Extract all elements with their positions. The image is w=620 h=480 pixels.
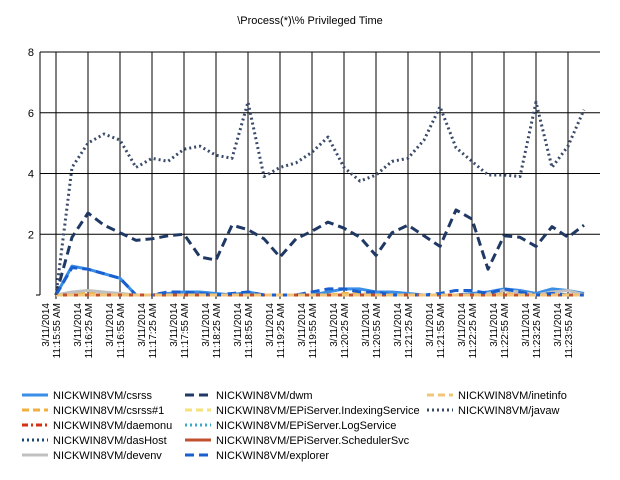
series-line-nickwin8vm-javaw	[54, 100, 586, 296]
legend-label: NICKWIN8VM/EPiServer.LogService	[216, 420, 396, 432]
legend: NICKWIN8VM/csrss NICKWIN8VM/csrss#1 NICKWI…	[22, 390, 567, 462]
x-tick-label: 3/11/201411:22:55 AM	[489, 303, 511, 359]
x-axis: 3/11/201411:15:55 AM 3/11/201411:16:25 AM…	[41, 303, 575, 359]
y-tick-label: 4	[28, 169, 34, 181]
legend-label: NICKWIN8VM/dwm	[216, 390, 313, 402]
chart-title: \Process(*)\% Privileged Time	[237, 15, 383, 27]
legend-label: NICKWIN8VM/csrss	[53, 390, 153, 402]
legend-label: NICKWIN8VM/dasHost	[53, 435, 167, 447]
x-tick-label: 3/11/201411:18:55 AM	[233, 303, 255, 359]
y-tick-label: 2	[28, 229, 34, 241]
legend-label: NICKWIN8VM/explorer	[216, 450, 329, 462]
legend-label: NICKWIN8VM/EPiServer.IndexingService	[216, 405, 420, 417]
y-tick-label: 8	[28, 47, 34, 59]
legend-label: NICKWIN8VM/daemonu	[53, 420, 172, 432]
x-tick-label: 3/11/201411:20:25 AM	[329, 303, 351, 359]
x-tick-label: 3/11/201411:19:55 AM	[297, 303, 319, 359]
legend-label: NICKWIN8VM/inetinfo	[458, 390, 567, 402]
grid	[40, 51, 600, 299]
legend-label: NICKWIN8VM/devenv	[53, 450, 162, 462]
x-tick-label: 3/11/201411:23:25 AM	[521, 303, 543, 359]
x-tick-label: 3/11/201411:20:55 AM	[361, 303, 383, 359]
legend-label: NICKWIN8VM/EPiServer.SchedulerSvc	[216, 435, 410, 447]
series-line-nickwin8vm-dwm	[54, 208, 585, 296]
y-axis: 2 4 6 8	[28, 47, 41, 296]
x-tick-label: 3/11/201411:15:55 AM	[41, 303, 63, 359]
y-tick-label: 6	[28, 108, 34, 120]
x-tick-label: 3/11/201411:17:55 AM	[169, 303, 191, 359]
legend-label: NICKWIN8VM/javaw	[458, 405, 560, 417]
x-tick-label: 3/11/201411:16:55 AM	[105, 303, 127, 359]
x-tick-label: 3/11/201411:22:25 AM	[457, 303, 479, 359]
x-tick-label: 3/11/201411:17:25 AM	[137, 303, 159, 359]
x-tick-label: 3/11/201411:21:55 AM	[425, 303, 447, 359]
x-tick-label: 3/11/201411:19:25 AM	[265, 303, 287, 359]
legend-label: NICKWIN8VM/csrss#1	[53, 405, 164, 417]
x-tick-label: 3/11/201411:21:25 AM	[393, 303, 415, 359]
x-tick-label: 3/11/201411:23:55 AM	[553, 303, 575, 359]
x-tick-label: 3/11/201411:18:25 AM	[201, 303, 223, 359]
x-tick-label: 3/11/201411:16:25 AM	[73, 303, 95, 359]
series-lines	[54, 100, 586, 297]
